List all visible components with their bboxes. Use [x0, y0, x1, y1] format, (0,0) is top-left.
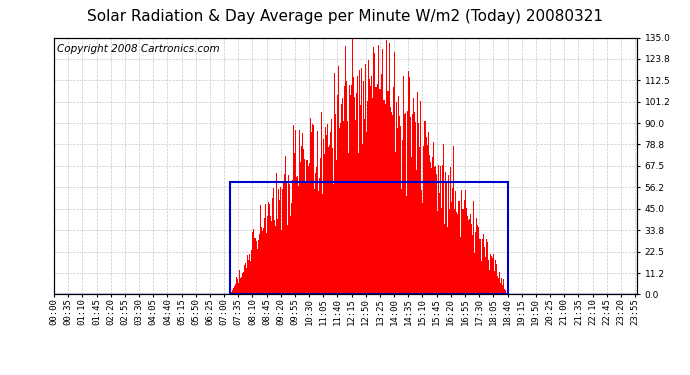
- Text: Solar Radiation & Day Average per Minute W/m2 (Today) 20080321: Solar Radiation & Day Average per Minute…: [87, 9, 603, 24]
- Text: Copyright 2008 Cartronics.com: Copyright 2008 Cartronics.com: [57, 44, 219, 54]
